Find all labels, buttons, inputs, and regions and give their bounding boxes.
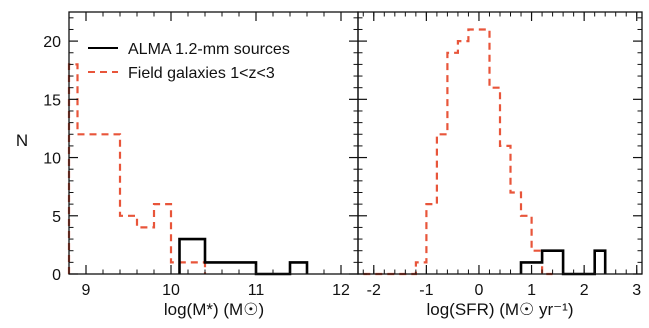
y-tick-label: 5 [52, 209, 61, 226]
histogram-alma-sources-left [178, 237, 309, 276]
y-axis-label: N [16, 131, 28, 150]
histogram-field-galaxies-left [67, 63, 207, 274]
x-tick-label-left: 9 [82, 282, 91, 299]
x-tick-label-right: 2 [580, 282, 589, 299]
legend-label-field: Field galaxies 1<z<3 [128, 65, 275, 82]
y-tick-label: 20 [43, 34, 61, 51]
x-tick-label-left: 12 [332, 282, 350, 299]
x-tick-label-right: -1 [419, 282, 433, 299]
y-tick-label: 0 [52, 267, 61, 284]
legend: ALMA 1.2-mm sources Field galaxies 1<z<3 [88, 41, 290, 82]
y-tick-label: 10 [43, 151, 61, 168]
histogram-alma-sources-right [519, 249, 607, 276]
x-tick-label-right: 0 [475, 282, 484, 299]
legend-label-alma: ALMA 1.2-mm sources [128, 41, 290, 58]
x-axis-label-right: log(SFR) (M☉ yr⁻¹) [427, 300, 574, 319]
histogram-field-galaxies-right [363, 28, 553, 276]
x-tick-label-right: 1 [527, 282, 536, 299]
x-axis-label-left: log(M*) (M☉) [164, 300, 264, 319]
panel-right: -2 -1 0 1 2 3 [357, 11, 643, 299]
x-tick-label-left: 10 [162, 282, 180, 299]
x-tick-label-left: 11 [248, 282, 265, 299]
x-tick-label-right: 3 [632, 282, 641, 299]
x-tick-label-right: -2 [367, 282, 381, 299]
y-tick-label: 15 [43, 92, 61, 109]
